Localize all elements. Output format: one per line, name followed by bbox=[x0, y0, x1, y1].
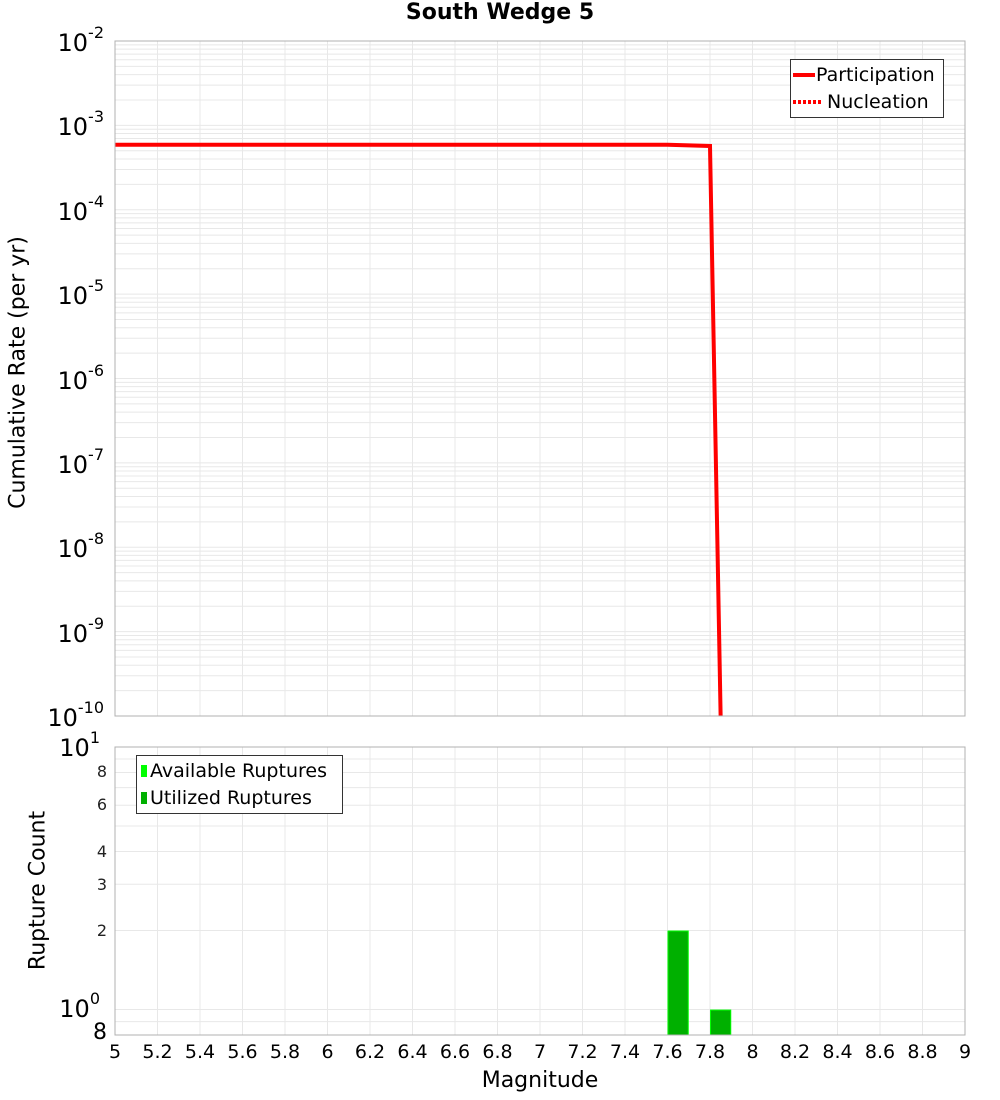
x-tick-label: 8.6 bbox=[864, 1041, 896, 1063]
x-tick-label: 7.4 bbox=[609, 1041, 641, 1063]
x-tick-label: 7.6 bbox=[652, 1041, 683, 1063]
x-tick-label: 8 bbox=[746, 1041, 759, 1063]
legend-item-utilized: Utilized Ruptures bbox=[137, 784, 342, 811]
x-tick-label: 6.4 bbox=[397, 1041, 428, 1063]
utilized-bar bbox=[668, 931, 688, 1035]
top-ytick: 10-8 bbox=[57, 529, 105, 564]
x-tick-label: 6.6 bbox=[439, 1041, 471, 1063]
top-ytick: 10-9 bbox=[57, 613, 105, 648]
bottom-ytick-10e1: 101 bbox=[59, 728, 100, 762]
bottom-ytick-6: 6 bbox=[96, 795, 107, 814]
x-tick-label: 8.4 bbox=[822, 1041, 853, 1063]
top-ytick: 10-4 bbox=[57, 191, 105, 226]
legend-item-available: Available Ruptures bbox=[137, 757, 342, 784]
top-legend: Participation Nucleation bbox=[790, 59, 944, 118]
bottom-ytick-3: 3 bbox=[96, 875, 107, 894]
top-ytick: 10-6 bbox=[57, 360, 105, 395]
x-tick-label: 7.2 bbox=[567, 1041, 598, 1063]
legend-item-participation: Participation bbox=[791, 61, 943, 88]
x-tick-label: 9 bbox=[958, 1041, 972, 1063]
x-tick-label: 6.8 bbox=[482, 1041, 513, 1063]
top-ytick: 10-2 bbox=[57, 23, 105, 57]
participation-line bbox=[115, 142, 723, 716]
utilized-swatch-icon bbox=[141, 791, 147, 804]
utilized-bar bbox=[711, 1010, 731, 1035]
x-tick-label: 5.6 bbox=[227, 1041, 258, 1063]
legend-item-nucleation: Nucleation bbox=[791, 88, 943, 115]
x-tick-label: 7 bbox=[533, 1041, 547, 1063]
x-tick-label: 6 bbox=[321, 1041, 334, 1063]
bottom-ytick-2: 2 bbox=[96, 921, 107, 940]
x-axis-label: Magnitude bbox=[481, 1068, 599, 1093]
bottom-plot-frame bbox=[114, 746, 966, 1036]
solid-line-swatch-icon bbox=[793, 72, 815, 77]
dotted-line-swatch-icon bbox=[793, 99, 821, 104]
bottom-legend: Available Ruptures Utilized Ruptures bbox=[136, 755, 343, 814]
bottom-ytick-8: 8 bbox=[96, 762, 107, 781]
x-tick-label: 5.2 bbox=[142, 1041, 173, 1063]
bottom-ytick-10e0: 100 bbox=[59, 989, 100, 1023]
x-tick-label: 6.2 bbox=[354, 1041, 386, 1063]
bottom-ytick-8-low: 8 bbox=[93, 1020, 107, 1045]
x-tick-label: 5.8 bbox=[269, 1041, 301, 1063]
top-ytick: 10-7 bbox=[57, 444, 105, 479]
top-ytick: 10-5 bbox=[57, 276, 105, 311]
x-tick-label: 8.2 bbox=[779, 1041, 811, 1063]
x-tick-label: 5.4 bbox=[184, 1041, 216, 1063]
x-tick-label: 8.8 bbox=[907, 1041, 938, 1063]
chart-title: South Wedge 5 bbox=[405, 0, 595, 25]
top-ytick: 10-3 bbox=[57, 107, 105, 142]
bottom-ytick-4: 4 bbox=[96, 842, 107, 861]
x-tick-label: 5 bbox=[108, 1041, 122, 1063]
x-tick-label: 7.8 bbox=[694, 1041, 726, 1063]
available-swatch-icon bbox=[141, 764, 147, 777]
top-ytick: 10-10 bbox=[47, 698, 104, 732]
top-plot-frame bbox=[114, 40, 966, 717]
nucleation-line bbox=[115, 143, 723, 716]
